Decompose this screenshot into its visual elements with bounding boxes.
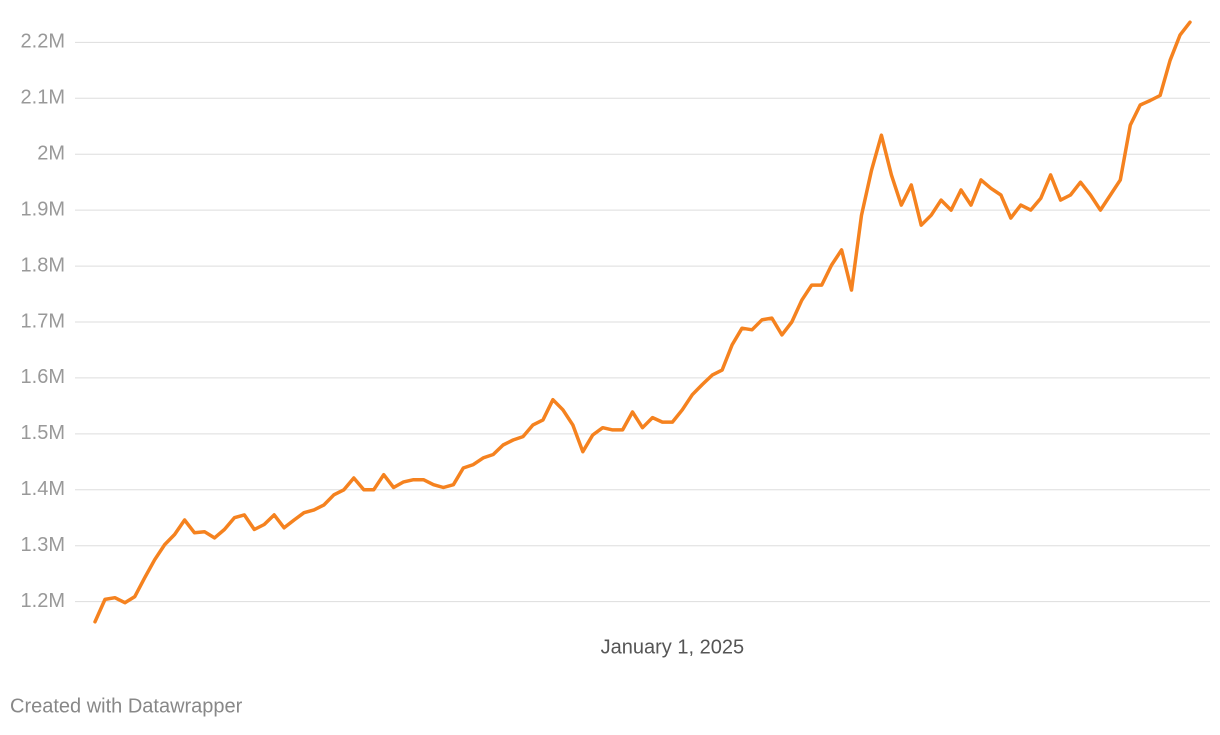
- credit: Created with Datawrapper: [10, 695, 243, 717]
- y-tick-label: 2.1M: [21, 87, 65, 109]
- y-tick-label: 1.5M: [21, 422, 65, 444]
- line: [93, 20, 1192, 624]
- y-tick-label: 1.4M: [21, 478, 65, 500]
- y-tick-label: 1.2M: [21, 590, 65, 612]
- y-tick-label: 2.2M: [21, 31, 65, 53]
- y-tick-label: 1.8M: [21, 254, 65, 276]
- y-tick-label: 1.9M: [21, 198, 65, 220]
- y-tick-label: 1.7M: [21, 310, 65, 332]
- y-tick-label: 2M: [37, 143, 65, 165]
- y-tick-label: 1.3M: [21, 534, 65, 556]
- x-tick-label: January 1, 2025: [601, 636, 744, 658]
- y-tick-label: 1.6M: [21, 366, 65, 388]
